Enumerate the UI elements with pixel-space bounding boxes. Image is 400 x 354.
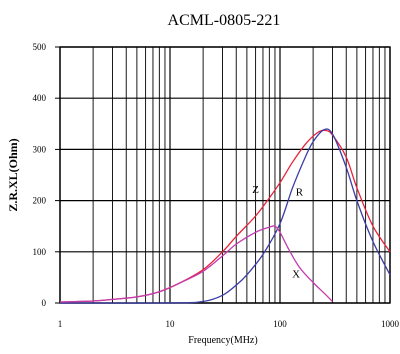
series-line-r: [59, 128, 391, 304]
x-axis-label: Frequency(MHz): [188, 335, 257, 346]
series-lines: [59, 128, 391, 304]
tick-labels: 0 100 200 300 400 500 1 10 100 1000: [33, 42, 400, 329]
x-tick-label: 10: [166, 319, 176, 329]
series-label-x: X: [292, 268, 300, 280]
y-axis-label: Z.R.XL(Ohm): [6, 138, 20, 211]
chart-title: ACML-0805-221: [168, 12, 281, 29]
x-tick-label: 1000: [381, 319, 400, 329]
y-tick-label: 100: [33, 247, 47, 257]
y-tick-label: 200: [33, 196, 47, 206]
series-label-r: R: [296, 186, 304, 198]
x-tick-label: 1: [58, 319, 63, 329]
series-line-z: [59, 129, 391, 303]
y-tick-label: 0: [42, 298, 47, 308]
y-tick-label: 500: [33, 42, 47, 52]
x-tick-label: 100: [273, 319, 287, 329]
axes: [55, 46, 391, 304]
series-line-x: [59, 225, 333, 303]
y-tick-label: 400: [33, 93, 47, 103]
series-labels: Z R X: [252, 184, 303, 280]
series-label-z: Z: [252, 184, 259, 196]
y-tick-label: 300: [33, 144, 47, 154]
plot-frame: [59, 46, 391, 304]
grid: [59, 46, 391, 304]
